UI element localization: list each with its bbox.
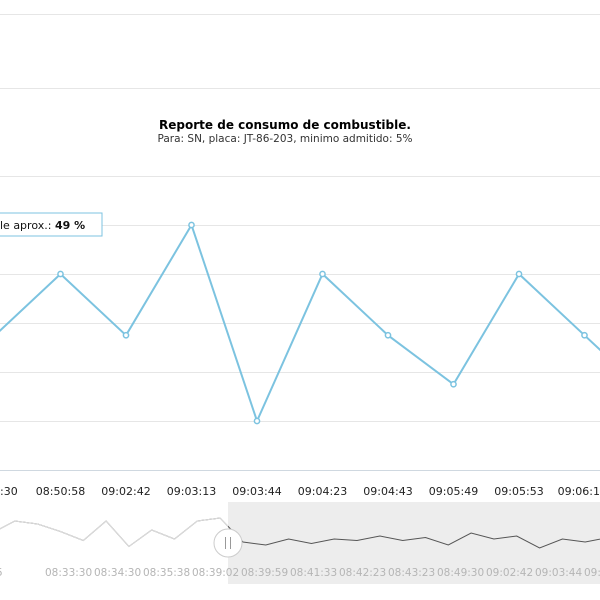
data-point[interactable] — [319, 270, 326, 278]
navigator[interactable]: 5 08:33:3008:34:3008:35:3808:39:0208:39:5… — [0, 502, 600, 584]
x-tick-label: 09:06:1 — [558, 485, 600, 498]
navigator-time-label: 08:35:38 — [143, 567, 190, 579]
x-tick-label: :30 — [0, 485, 18, 498]
navigator-handle[interactable] — [213, 528, 243, 558]
data-point[interactable] — [515, 270, 523, 278]
data-point[interactable] — [188, 221, 195, 229]
navigator-time-label: 08:49:30 — [437, 567, 484, 579]
data-point[interactable] — [581, 331, 588, 339]
data-point[interactable] — [450, 380, 457, 388]
navigator-background — [0, 502, 600, 584]
tooltip-text: le aprox.: 49 % — [0, 219, 85, 232]
points-layer — [57, 221, 588, 425]
navigator-series-line-unselected — [0, 517, 228, 548]
navigator-selected-range[interactable] — [228, 502, 600, 584]
data-point[interactable] — [57, 270, 64, 278]
x-tick-label: 09:02:42 — [101, 485, 150, 498]
chart-subtitle: Para: SN, placa: JT-86-203, minimo admit… — [157, 133, 412, 145]
navigator-time-label: 09:03:44 — [535, 567, 582, 579]
navigator-time-label: 09:04:0 — [584, 567, 600, 579]
x-tick-label: 08:50:58 — [36, 485, 85, 498]
navigator-time-label: 08:41:33 — [290, 567, 337, 579]
data-point[interactable] — [384, 331, 392, 339]
tooltip-label: le aprox.: — [0, 219, 55, 232]
navigator-time-labels: 5 08:33:3008:34:3008:35:3808:39:0208:39:5… — [0, 567, 600, 579]
x-tick-label: 09:04:23 — [298, 485, 347, 498]
navigator-time-label: 08:42:23 — [339, 567, 386, 579]
x-tick-label: 09:04:43 — [363, 485, 412, 498]
navigator-time-label: 5 — [0, 567, 3, 579]
x-tick-label: 09:05:53 — [494, 485, 543, 498]
x-tick-label: 09:03:44 — [232, 485, 281, 498]
tooltip-value: 49 % — [55, 219, 85, 232]
data-point[interactable] — [122, 331, 130, 339]
chart-title: Reporte de consumo de combustible. — [159, 118, 411, 132]
tooltip: le aprox.: 49 % — [0, 212, 103, 237]
navigator-time-label: 08:43:23 — [388, 567, 435, 579]
navigator-time-label: 08:33:30 — [45, 567, 92, 579]
navigator-time-label: 08:39:02 — [192, 567, 239, 579]
x-axis: :30 08:50:58 09:02:42 09:03:13 09:03:44 09:04… — [0, 485, 600, 498]
navigator-time-label: 08:39:59 — [241, 567, 288, 579]
grid-lines — [0, 14, 600, 471]
navigator-time-label: 08:34:30 — [94, 567, 141, 579]
x-tick-label: 09:05:49 — [429, 485, 478, 498]
data-point[interactable] — [253, 417, 261, 425]
tooltip-box — [0, 212, 103, 237]
navigator-time-label: 09:02:42 — [486, 567, 533, 579]
x-tick-label: 09:03:13 — [167, 485, 216, 498]
